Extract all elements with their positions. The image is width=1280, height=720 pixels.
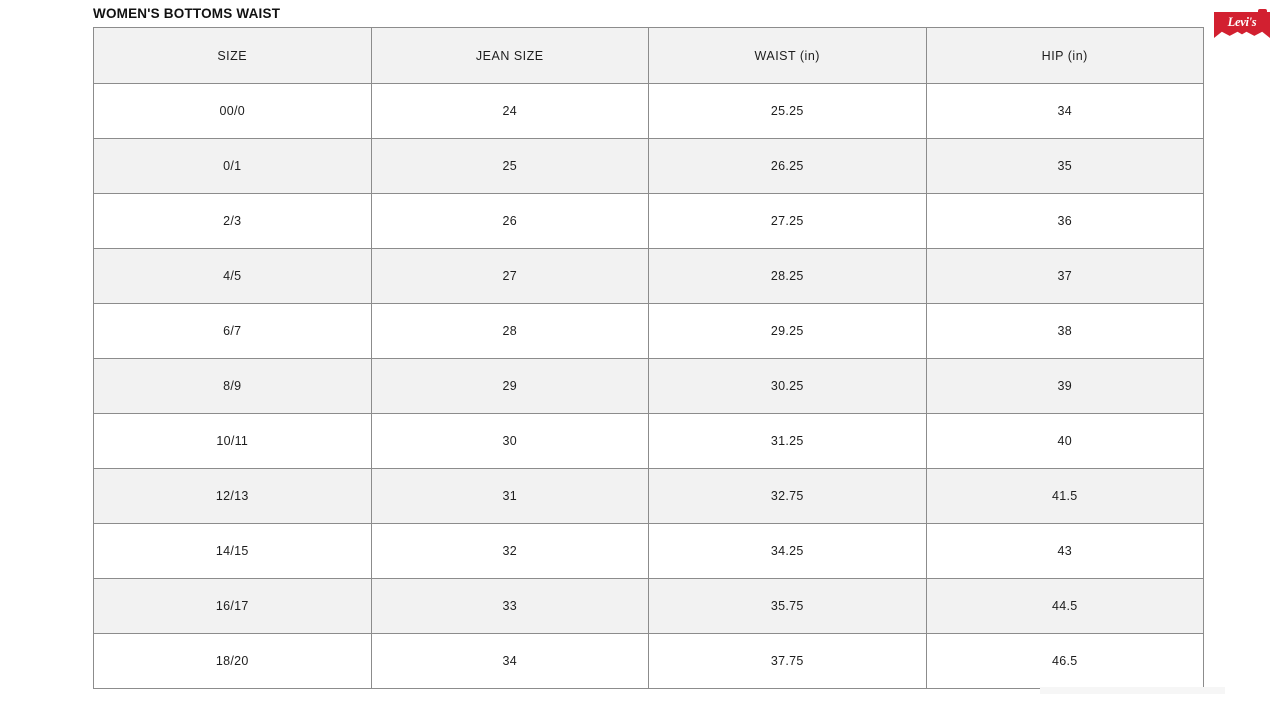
table-row: 2/3 26 27.25 36 bbox=[93, 193, 1204, 249]
cell-hip-in: 40 bbox=[925, 413, 1204, 469]
cell-hip-in: 39 bbox=[925, 358, 1204, 414]
table-row: 18/20 34 37.75 46.5 bbox=[93, 633, 1204, 689]
cell-jean-size: 33 bbox=[370, 578, 649, 634]
table-row: 14/15 32 34.25 43 bbox=[93, 523, 1204, 579]
cell-jean-size: 31 bbox=[370, 468, 649, 524]
cell-hip-in: 38 bbox=[925, 303, 1204, 359]
table-row: 00/0 24 25.25 34 bbox=[93, 83, 1204, 139]
table-header-row: SIZE JEAN SIZE WAIST (in) HIP (in) bbox=[93, 27, 1204, 84]
cell-size: 10/11 bbox=[93, 413, 372, 469]
size-chart-table-wrapper: SIZE JEAN SIZE WAIST (in) HIP (in) 00/0 24 25… bbox=[93, 27, 1204, 689]
cell-size: 12/13 bbox=[93, 468, 372, 524]
table-header: SIZE JEAN SIZE WAIST (in) HIP (in) bbox=[93, 27, 1204, 84]
cell-size: 00/0 bbox=[93, 83, 372, 139]
cell-jean-size: 27 bbox=[370, 248, 649, 304]
column-header-3: HIP (in) bbox=[925, 27, 1204, 84]
cell-hip-in: 34 bbox=[925, 83, 1204, 139]
cell-hip-in: 46.5 bbox=[925, 633, 1204, 689]
cell-size: 6/7 bbox=[93, 303, 372, 359]
cell-hip-in: 37 bbox=[925, 248, 1204, 304]
levis-batwing-logo[interactable]: Levi's bbox=[1214, 9, 1270, 39]
cell-size: 0/1 bbox=[93, 138, 372, 194]
cell-waist-in: 32.75 bbox=[648, 468, 927, 524]
size-chart-table: SIZE JEAN SIZE WAIST (in) HIP (in) 00/0 24 25… bbox=[93, 27, 1204, 689]
table-body: 00/0 24 25.25 34 0/1 25 26.25 35 2/3 26 27.25 36 4/5… bbox=[93, 83, 1204, 689]
page-title: WOMEN'S BOTTOMS WAIST bbox=[93, 6, 281, 21]
cell-jean-size: 30 bbox=[370, 413, 649, 469]
cell-waist-in: 31.25 bbox=[648, 413, 927, 469]
table-row: 0/1 25 26.25 35 bbox=[93, 138, 1204, 194]
cell-waist-in: 30.25 bbox=[648, 358, 927, 414]
page-edge-artifact bbox=[1040, 687, 1225, 694]
cell-jean-size: 29 bbox=[370, 358, 649, 414]
cell-hip-in: 41.5 bbox=[925, 468, 1204, 524]
column-header-1: JEAN SIZE bbox=[370, 27, 649, 84]
cell-jean-size: 34 bbox=[370, 633, 649, 689]
cell-size: 16/17 bbox=[93, 578, 372, 634]
cell-waist-in: 25.25 bbox=[648, 83, 927, 139]
cell-jean-size: 28 bbox=[370, 303, 649, 359]
cell-jean-size: 24 bbox=[370, 83, 649, 139]
column-header-0: SIZE bbox=[93, 27, 372, 84]
cell-waist-in: 29.25 bbox=[648, 303, 927, 359]
cell-hip-in: 44.5 bbox=[925, 578, 1204, 634]
cell-waist-in: 34.25 bbox=[648, 523, 927, 579]
table-row: 12/13 31 32.75 41.5 bbox=[93, 468, 1204, 524]
cell-waist-in: 37.75 bbox=[648, 633, 927, 689]
cell-jean-size: 25 bbox=[370, 138, 649, 194]
table-row: 6/7 28 29.25 38 bbox=[93, 303, 1204, 359]
table-row: 10/11 30 31.25 40 bbox=[93, 413, 1204, 469]
table-row: 4/5 27 28.25 37 bbox=[93, 248, 1204, 304]
cell-jean-size: 26 bbox=[370, 193, 649, 249]
cell-waist-in: 35.75 bbox=[648, 578, 927, 634]
cell-hip-in: 35 bbox=[925, 138, 1204, 194]
logo-wordmark: Levi's bbox=[1227, 15, 1257, 29]
cell-size: 8/9 bbox=[93, 358, 372, 414]
cell-waist-in: 27.25 bbox=[648, 193, 927, 249]
cell-waist-in: 26.25 bbox=[648, 138, 927, 194]
column-header-2: WAIST (in) bbox=[648, 27, 927, 84]
cell-size: 2/3 bbox=[93, 193, 372, 249]
cell-waist-in: 28.25 bbox=[648, 248, 927, 304]
cell-jean-size: 32 bbox=[370, 523, 649, 579]
cell-size: 18/20 bbox=[93, 633, 372, 689]
cell-hip-in: 43 bbox=[925, 523, 1204, 579]
cell-size: 14/15 bbox=[93, 523, 372, 579]
cell-hip-in: 36 bbox=[925, 193, 1204, 249]
cell-size: 4/5 bbox=[93, 248, 372, 304]
table-row: 16/17 33 35.75 44.5 bbox=[93, 578, 1204, 634]
table-row: 8/9 29 30.25 39 bbox=[93, 358, 1204, 414]
